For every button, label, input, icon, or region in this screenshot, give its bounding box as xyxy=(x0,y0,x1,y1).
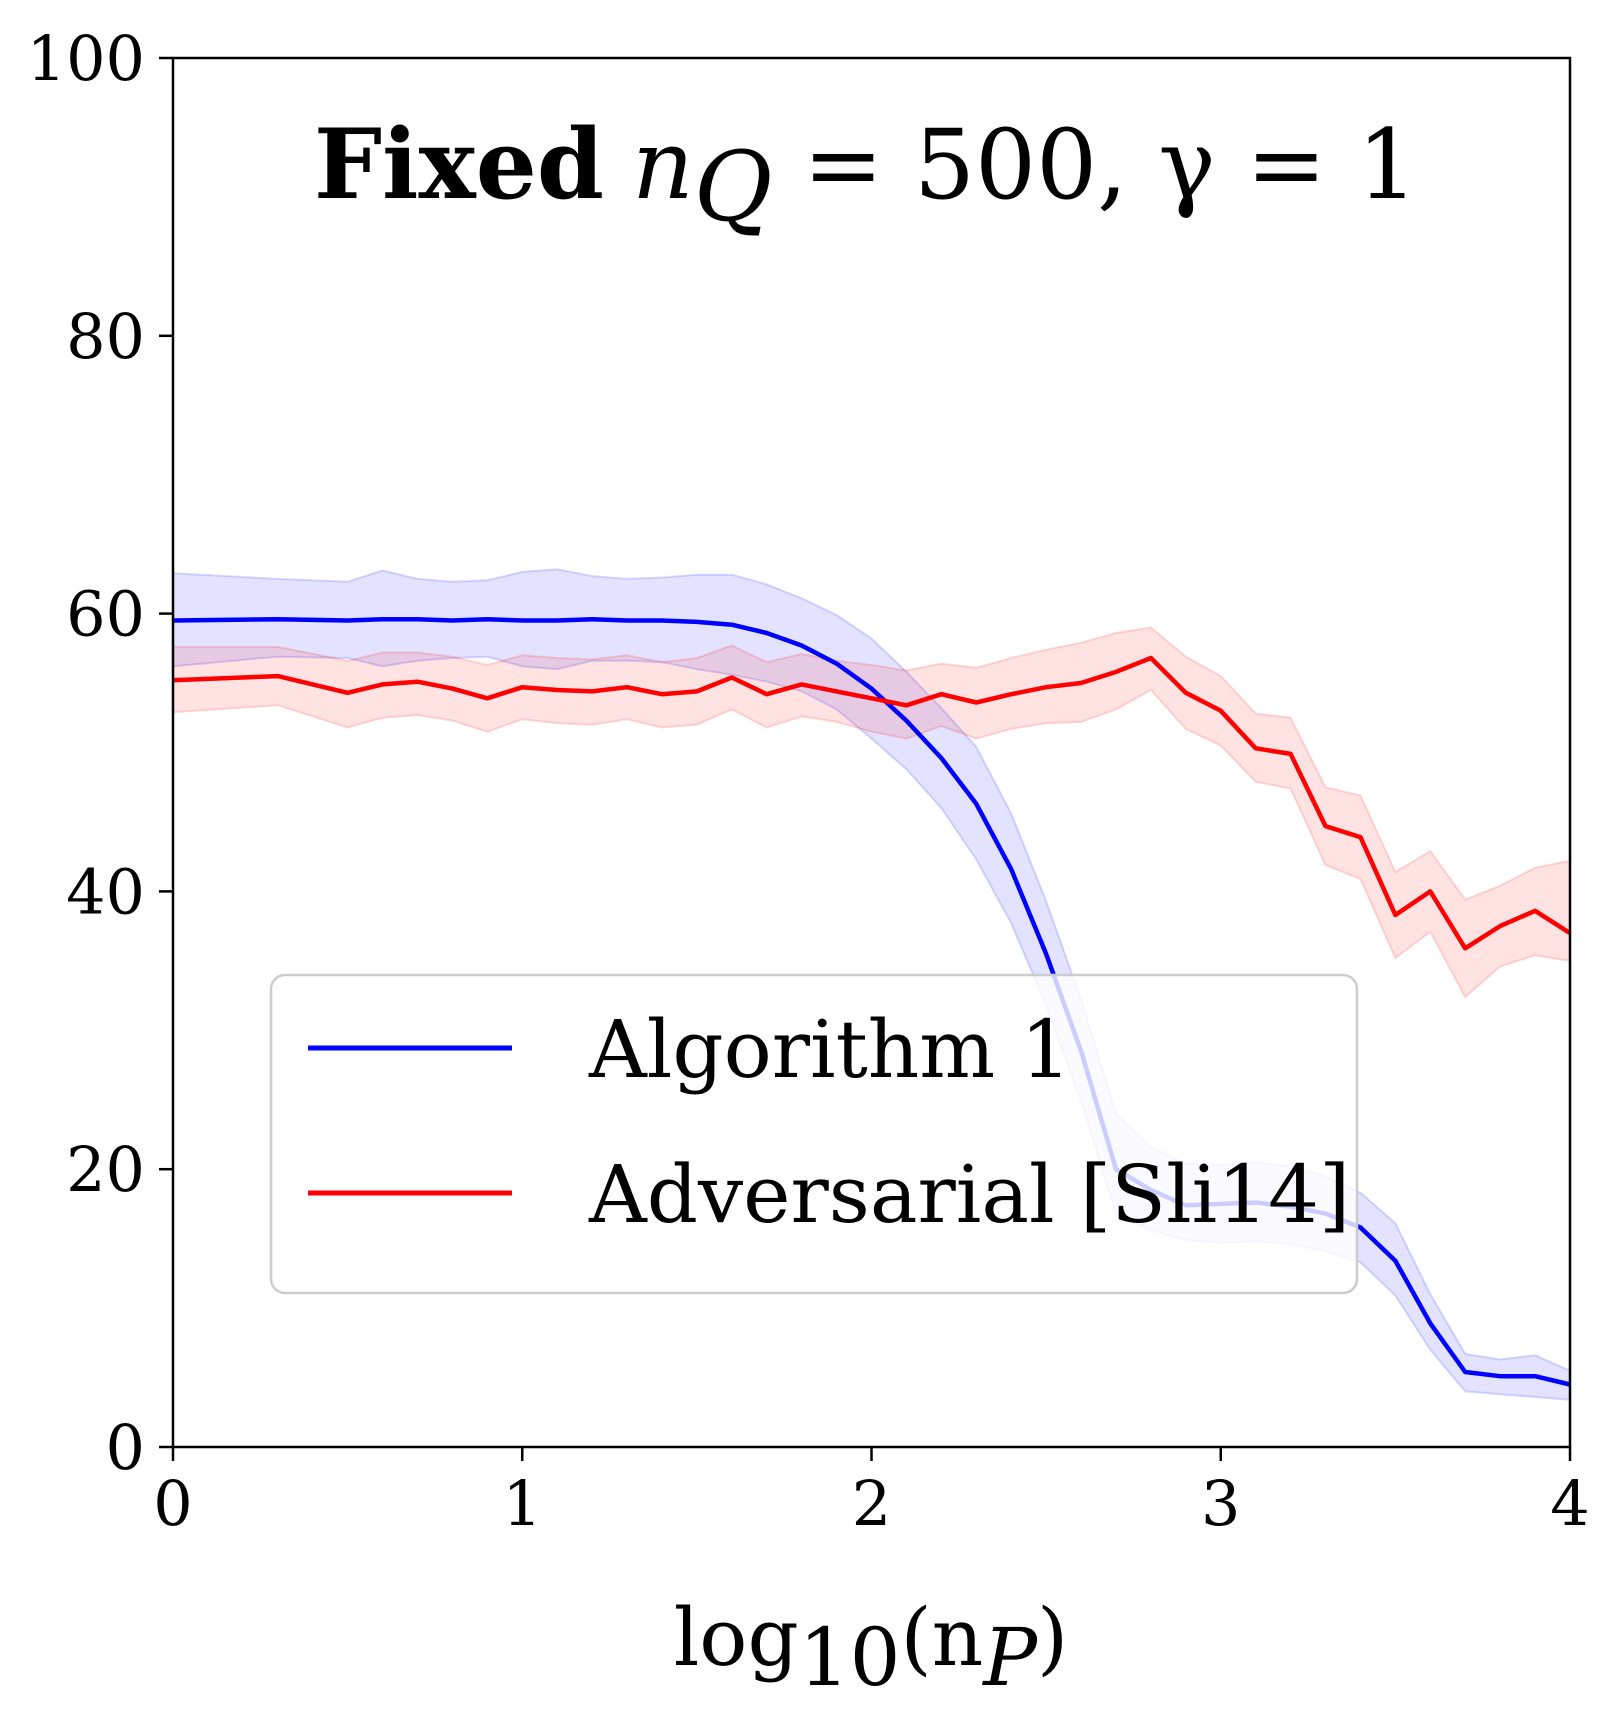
chart-title-bold: Fixed xyxy=(314,108,604,221)
x-axis-label-close: ) xyxy=(1037,1591,1068,1684)
x-tick-label-0: 0 xyxy=(153,1467,192,1540)
legend: Algorithm 1 Adversarial [Sli14] xyxy=(269,973,1359,1295)
x-tick-label-2: 2 xyxy=(852,1467,891,1540)
y-tick-label-20: 20 xyxy=(66,1133,145,1206)
x-axis-label: log10(nP) xyxy=(674,1591,1069,1704)
legend-label-algorithm-1: Algorithm 1 xyxy=(588,1003,1071,1096)
legend-label-adversarial: Adversarial [Sli14] xyxy=(588,1148,1350,1241)
line-adversarial-sli14 xyxy=(172,655,1572,951)
x-axis-label-base: 10 xyxy=(799,1611,901,1704)
y-tick-label-80: 80 xyxy=(66,300,145,373)
x-axis-label-var-sub: P xyxy=(981,1611,1038,1704)
y-axis-ticks: 0 20 40 60 80 100 xyxy=(27,22,173,1484)
x-axis-label-open: (n xyxy=(900,1591,983,1684)
y-tick-label-40: 40 xyxy=(66,855,145,928)
x-tick-label-4: 4 xyxy=(1550,1467,1589,1540)
y-tick-label-60: 60 xyxy=(66,578,145,651)
chart-title-var-sub: Q xyxy=(694,131,773,243)
chart-title: Fixed nQ = 500, γ = 1 xyxy=(314,108,1418,243)
chart-title-rest: = 500, γ = 1 xyxy=(772,109,1418,221)
x-axis-ticks: 0 1 2 3 4 xyxy=(153,1447,1590,1540)
chart-title-var: n xyxy=(632,109,694,221)
legend-box xyxy=(269,973,1359,1295)
x-tick-label-1: 1 xyxy=(503,1467,542,1540)
x-tick-label-3: 3 xyxy=(1201,1467,1240,1540)
y-tick-label-0: 0 xyxy=(106,1411,145,1484)
x-axis-label-log: log xyxy=(674,1591,799,1684)
y-tick-label-100: 100 xyxy=(27,22,145,95)
